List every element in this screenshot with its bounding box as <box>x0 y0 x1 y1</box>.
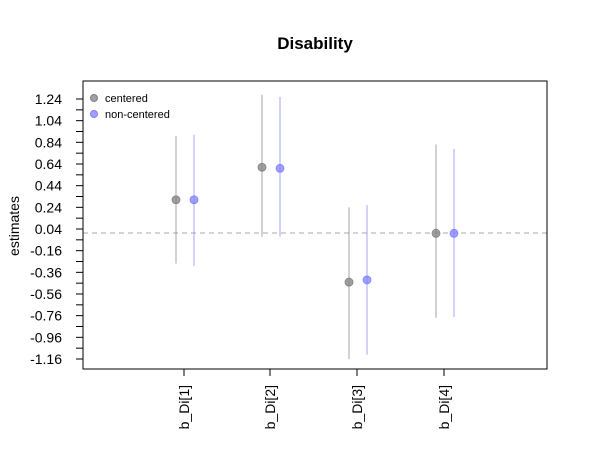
estimate-point <box>275 163 285 173</box>
plot-frame <box>82 80 548 370</box>
estimate-point <box>362 275 372 285</box>
y-tick-label: -0.16 <box>30 243 62 259</box>
x-axis: b_Di[1] b_Di[2] b_Di[3] b_Di[4] <box>176 369 452 429</box>
y-tick-label: 1.04 <box>35 113 62 129</box>
chart-title: Disability <box>277 34 353 53</box>
legend-swatch <box>90 94 98 102</box>
y-tick-label: 0.64 <box>35 156 62 172</box>
y-tick-label: 0.24 <box>35 199 62 215</box>
x-tick-label: b_Di[1] <box>176 385 192 429</box>
series-centered <box>171 94 441 359</box>
y-tick-label: 0.84 <box>35 134 62 150</box>
estimate-point <box>449 228 459 238</box>
y-tick-label: 1.24 <box>35 91 62 107</box>
estimate-point <box>189 195 199 205</box>
x-tick-label: b_Di[2] <box>262 385 278 429</box>
y-tick-label: -1.16 <box>30 351 62 367</box>
legend-swatch <box>90 110 98 118</box>
y-tick-label: 0.44 <box>35 178 62 194</box>
y-tick-label: -0.76 <box>30 308 62 324</box>
legend: centered non-centered <box>90 93 170 121</box>
y-tick-label: -0.96 <box>30 329 62 345</box>
legend-label: non-centered <box>105 109 170 121</box>
y-axis-label: estimates <box>6 196 22 256</box>
estimate-point <box>344 277 354 287</box>
series-non-centered <box>189 96 459 355</box>
estimate-point <box>431 228 441 238</box>
legend-label: centered <box>105 93 148 105</box>
chart-marks <box>171 94 459 359</box>
estimate-point <box>257 162 267 172</box>
x-tick-label: b_Di[3] <box>349 385 365 429</box>
x-tick-label: b_Di[4] <box>436 385 452 429</box>
y-tick-label: -0.36 <box>30 264 62 280</box>
estimate-point <box>171 195 181 205</box>
y-axis: 1.24 1.04 0.84 0.64 0.44 0.24 0.04 -0.16 -0.36 -0… <box>30 91 84 367</box>
y-tick-label: 0.04 <box>35 221 62 237</box>
y-tick-label: -0.56 <box>30 286 62 302</box>
